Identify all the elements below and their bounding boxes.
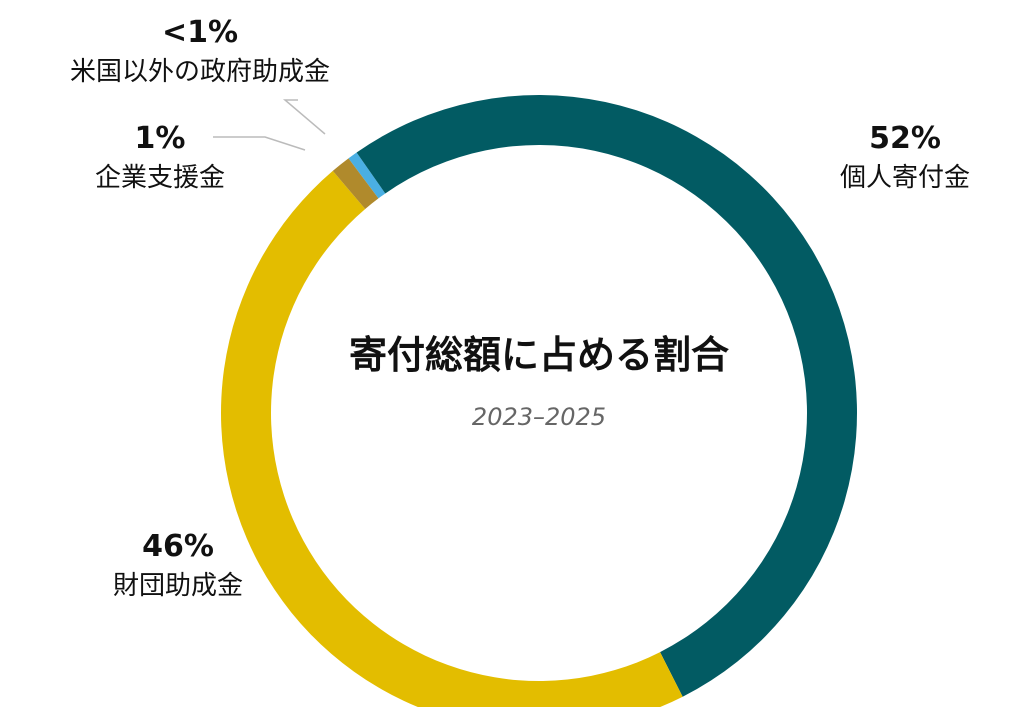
slice-pct-foundation: 46%	[142, 529, 214, 564]
slice-gov	[348, 152, 386, 199]
leader-lines	[213, 99, 326, 151]
slice-label-individual: 個人寄付金	[840, 163, 970, 193]
slice-corporate	[332, 158, 379, 209]
leader-line-gov	[282, 99, 326, 135]
slice-label-foundation: 財団助成金	[113, 571, 243, 601]
slice-pct-corporate: 1%	[135, 121, 186, 156]
slice-label-gov: 米国以外の政府助成金	[70, 57, 330, 87]
slice-pct-gov: <1%	[162, 15, 238, 50]
slice-individual	[356, 94, 858, 697]
leader-line-corporate	[213, 136, 306, 151]
slice-pct-individual: 52%	[869, 121, 941, 156]
slice-foundation	[221, 170, 683, 707]
donut-slices	[221, 94, 858, 707]
chart-subtitle: 2023–2025	[472, 403, 606, 431]
slice-label-corporate: 企業支援金	[95, 163, 225, 193]
chart-title: 寄付総額に占める割合	[349, 333, 729, 377]
